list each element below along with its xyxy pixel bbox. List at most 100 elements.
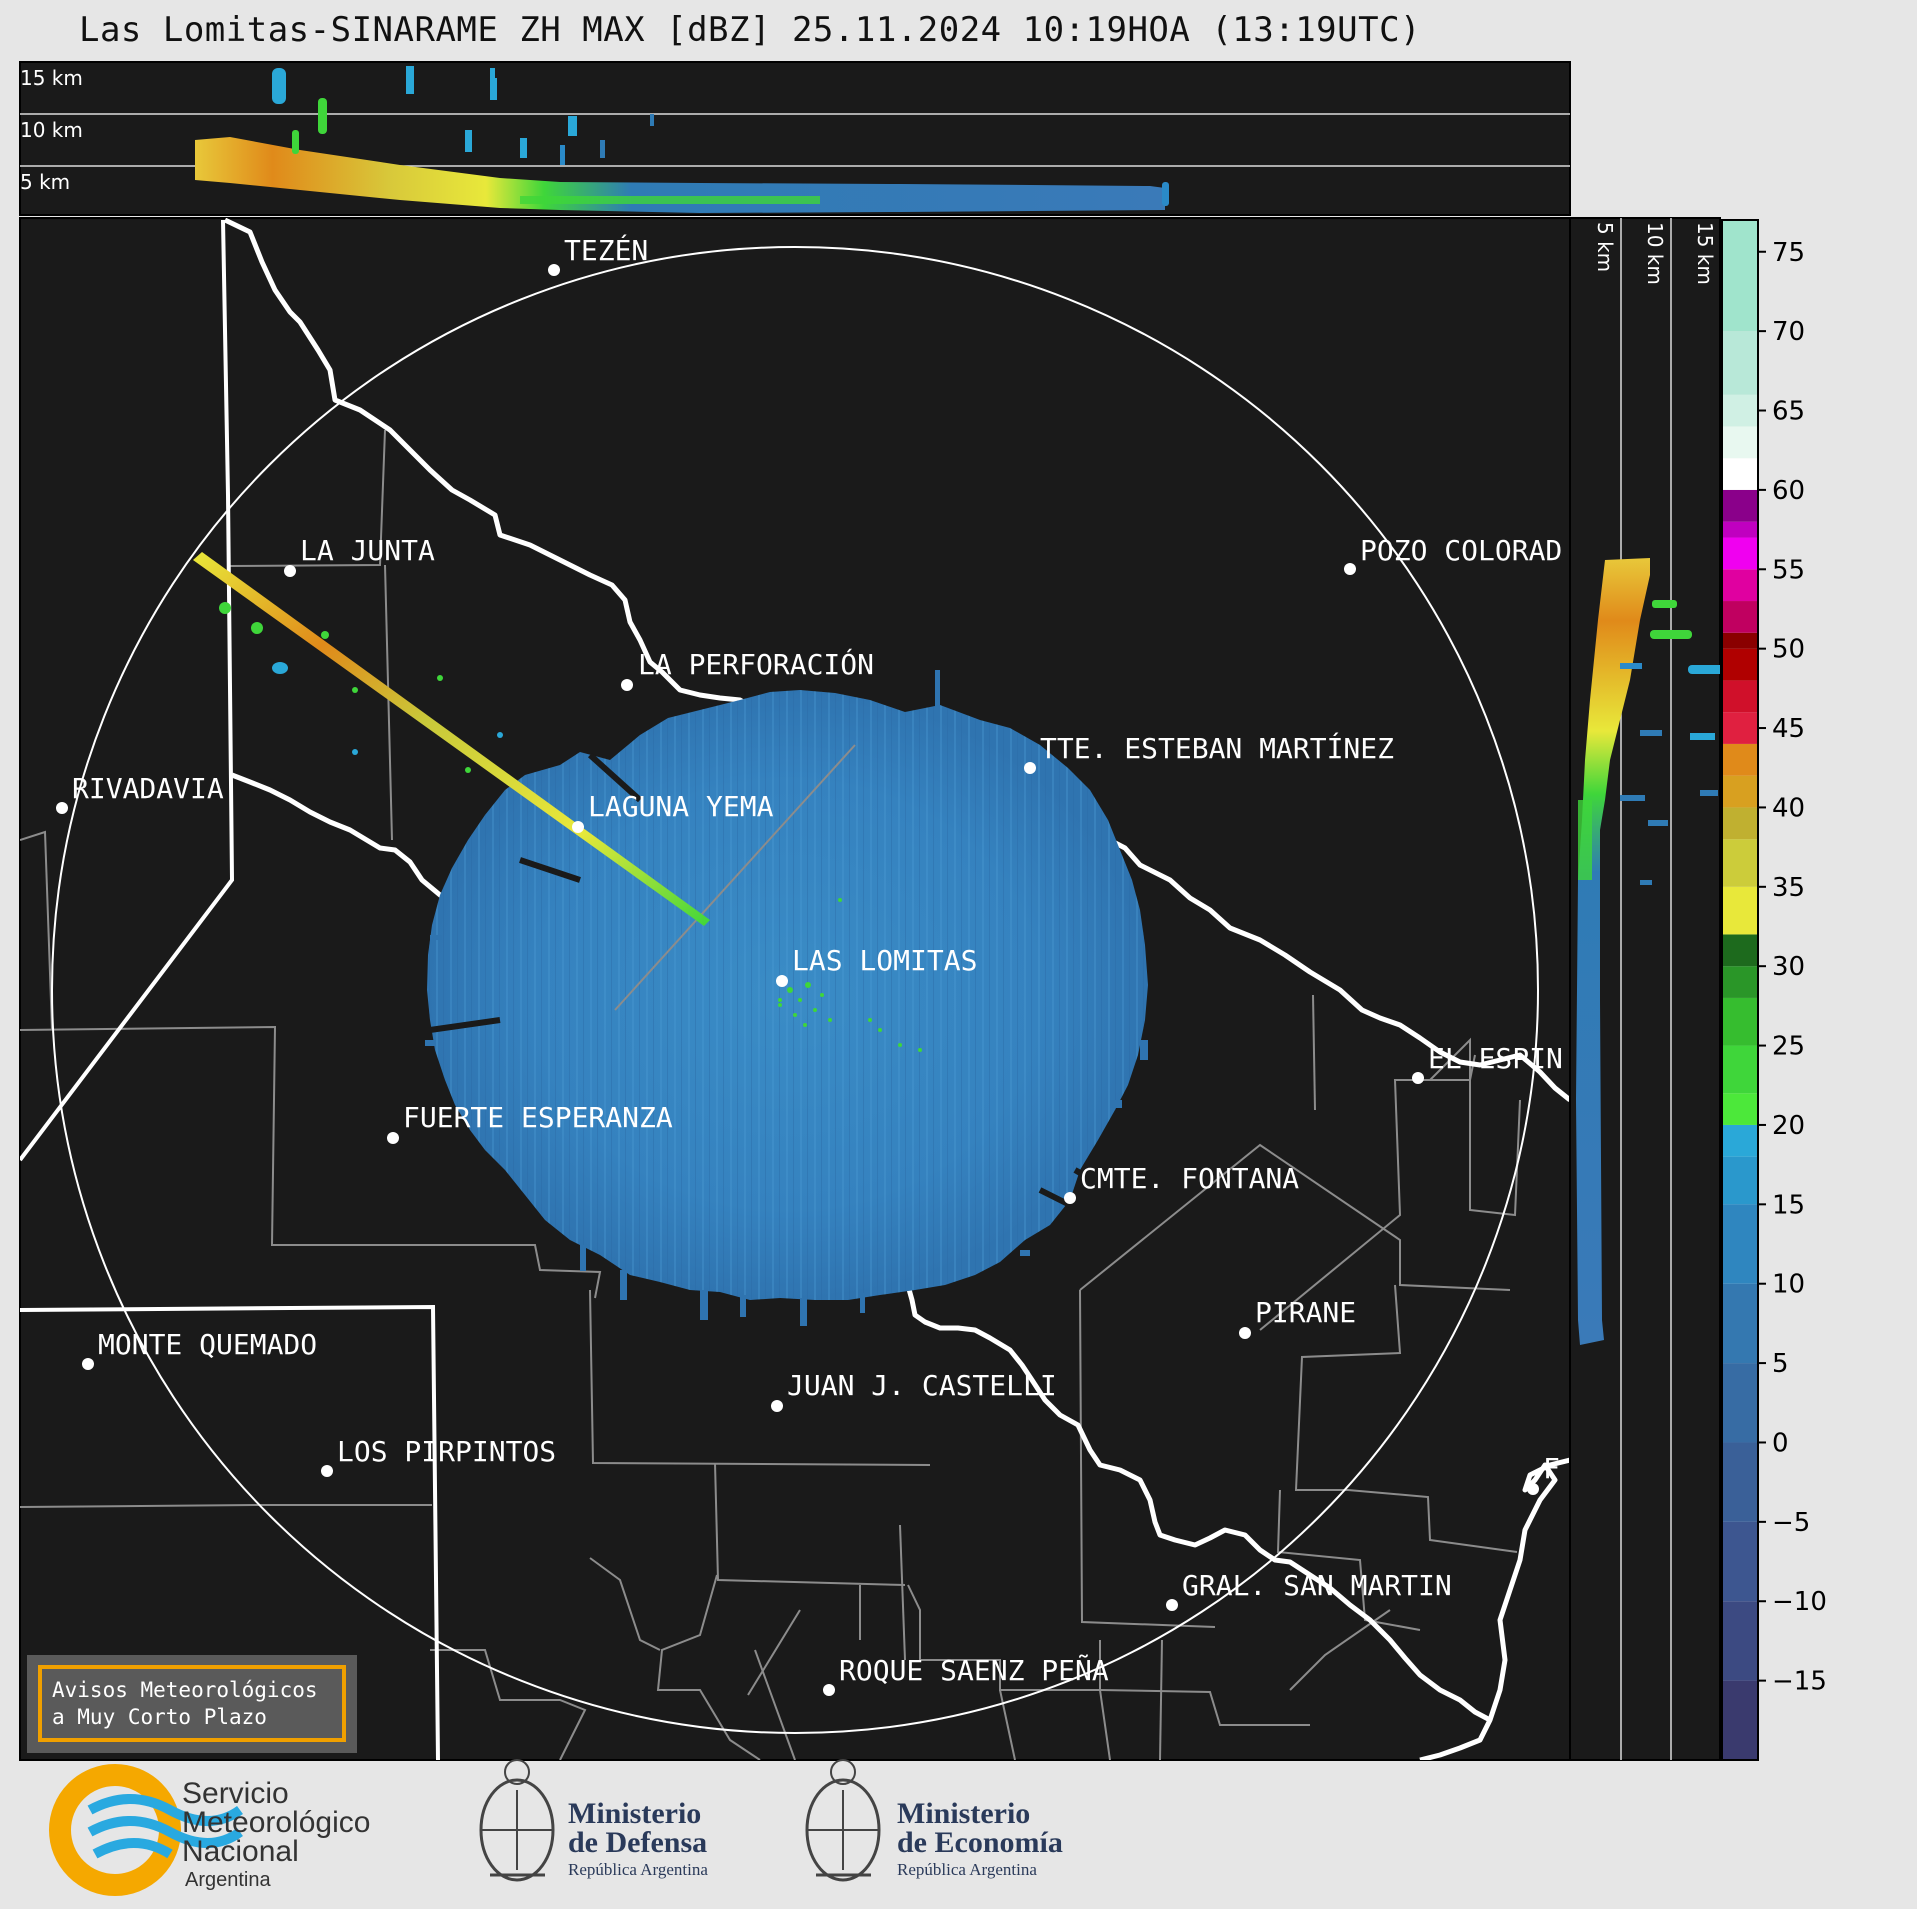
colorbar-segment [1722,680,1758,713]
colorbar-segment [1722,997,1758,1046]
place-label-pozo-colorado: POZO COLORAD [1360,534,1562,567]
economia-logo: Ministerio de Economía República Argenti… [805,1759,1063,1882]
colorbar-segment [1722,1283,1758,1364]
page-title: Las Lomitas-SINARAME ZH MAX [dBZ] 25.11.… [78,10,1422,50]
colorbar-segment [1722,1124,1758,1157]
smn-logo-line-2: Meteorológico [182,1806,370,1839]
province-borders [20,219,440,1760]
place-labels: TEZÉN LA JUNTA POZO COLORAD LA PERFORACI… [72,233,1563,1687]
colorbar-tick-label: 70 [1772,317,1805,347]
colorbar-segment [1722,426,1758,459]
place-label-rivadavia: RIVADAVIA [72,772,224,805]
colorbar-segment [1722,394,1758,427]
colorbar-segment [1722,1680,1758,1760]
colorbar-tick-label: −10 [1772,1587,1827,1617]
top-height-label-15km: 15 km [20,66,83,90]
colorbar-tick-label: 35 [1772,873,1805,903]
colorbar-segment [1722,1045,1758,1094]
colorbar-segment [1722,489,1758,522]
colorbar-segment [1722,712,1758,744]
economia-logo-line-2: de Economía [897,1826,1063,1859]
place-label-fuerte-esperanza: FUERTE ESPERANZA [403,1101,673,1134]
colorbar-tick-label: 20 [1772,1111,1805,1141]
notice-line-1: Avisos Meteorológicos [52,1678,318,1702]
place-label-las-lomitas: LAS LOMITAS [792,944,977,977]
place-label-la-perforacion: LA PERFORACIÓN [638,647,874,681]
smn-logo: Servicio Meteorológico Nacional Argentin… [49,1764,370,1896]
colorbar-segment [1722,1363,1758,1443]
colorbar-segment [1722,743,1758,776]
colorbar-tick-label: 60 [1772,476,1805,506]
map-panel: TEZÉN LA JUNTA POZO COLORAD LA PERFORACI… [19,217,1571,1761]
side-height-label-5km: 5 km [1593,222,1617,272]
colorbar-tick-label: 65 [1772,397,1805,427]
colorbar-tick-label: −5 [1772,1508,1810,1538]
colorbar-segment [1722,934,1758,967]
colorbar-segment [1722,537,1758,570]
colorbar-segments [1722,220,1758,1760]
colorbar-tick-label: 0 [1772,1428,1789,1458]
coat-of-arms-icon [805,1759,881,1882]
colorbar-tick-label: 40 [1772,793,1805,823]
place-label-los-pirpintos: LOS PIRPINTOS [337,1435,556,1468]
top-height-label-5km: 5 km [20,170,70,194]
colorbar-segment [1722,1601,1758,1681]
colorbar-segment [1722,1204,1758,1284]
colorbar-tick-label: 15 [1772,1190,1805,1220]
place-label-tezen: TEZÉN [564,233,648,267]
place-label-tte-esteban-martinez: TTE. ESTEBAN MARTÍNEZ [1040,731,1394,765]
place-label-gral-san-martin: GRAL. SAN MARTIN [1182,1569,1452,1602]
defensa-logo-line-2: de Defensa [568,1826,707,1859]
defensa-logo-line-3: República Argentina [568,1860,708,1879]
place-label-monte-quemado: MONTE QUEMADO [98,1328,317,1361]
colorbar-segment [1722,632,1758,649]
place-label-la-junta: LA JUNTA [300,534,435,567]
colorbar-segment [1722,648,1758,681]
side-height-label-10km: 10 km [1643,222,1667,285]
colorbar-segment [1722,458,1758,490]
colorbar-segment [1722,1156,1758,1205]
colorbar-segment [1722,886,1758,935]
smn-logo-line-1: Servicio [182,1777,289,1810]
colorbar-segment [1722,807,1758,840]
colorbar-tick-label: 55 [1772,555,1805,585]
colorbar-segment [1722,331,1758,395]
colorbar-tick-label: 75 [1772,238,1805,268]
colorbar-segment [1722,1093,1758,1125]
colorbar-tick-label: 50 [1772,635,1805,665]
place-label-f: F [1543,1452,1560,1485]
colorbar-segment [1722,1442,1758,1522]
colorbar-segment [1722,839,1758,887]
notice-box: Avisos Meteorológicos a Muy Corto Plazo [27,1655,357,1753]
colorbar-tick-label: 30 [1772,952,1805,982]
place-label-cmte-fontana: CMTE. FONTANA [1080,1162,1299,1195]
place-label-juan-j-castelli: JUAN J. CASTELLI [787,1369,1057,1402]
colorbar-segment [1722,521,1758,538]
colorbar-segment [1722,569,1758,602]
colorbar-segment [1722,775,1758,808]
place-label-pirane: PIRANE [1255,1296,1356,1329]
defensa-logo: Ministerio de Defensa República Argentin… [479,1759,708,1882]
colorbar-segment [1722,601,1758,633]
notice-line-2: a Muy Corto Plazo [52,1705,267,1729]
colorbar-segment [1722,966,1758,998]
economia-logo-line-1: Ministerio [897,1797,1030,1830]
colorbar-segment [1722,1521,1758,1602]
place-label-el-espin: EL ESPIN [1428,1042,1563,1075]
side-cross-section-panel: 5 km 10 km 15 km [1569,217,1721,1761]
colorbar-tick-label: 45 [1772,714,1805,744]
place-label-laguna-yema: LAGUNA YEMA [588,790,774,823]
colorbar-tick-label: −15 [1772,1667,1827,1697]
colorbar-segment [1722,220,1758,332]
top-height-label-10km: 10 km [20,118,83,142]
top-cross-section-panel: 15 km 10 km 5 km [19,61,1571,216]
reflectivity-echo-area [425,670,1148,1326]
place-label-roque-saenz-pena: ROQUE SAENZ PEÑA [839,1653,1109,1687]
defensa-logo-line-1: Ministerio [568,1797,701,1830]
coat-of-arms-icon [479,1759,555,1882]
smn-logo-line-4: Argentina [185,1869,271,1891]
smn-logo-line-3: Nacional [182,1835,299,1868]
